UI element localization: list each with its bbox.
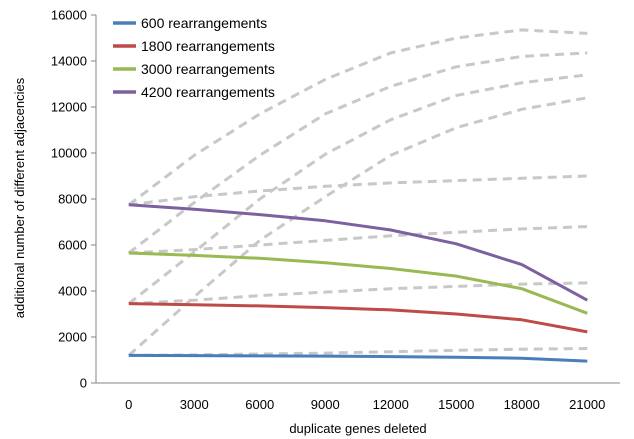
legend-label-1: 1800 rearrangements [141, 38, 275, 54]
y-tick-label: 8000 [58, 192, 87, 207]
legend-label-2: 3000 rearrangements [141, 61, 275, 77]
y-tick-label: 4000 [58, 284, 87, 299]
series-line-2 [128, 251, 588, 315]
x-tick-label: 21000 [569, 397, 605, 412]
dashed-line-7 [127, 73, 588, 305]
x-tick-label: 6000 [245, 397, 274, 412]
dashed-line-6 [128, 281, 588, 306]
y-tick-label: 0 [80, 376, 87, 391]
x-tick-label: 15000 [438, 397, 474, 412]
x-tick-labels: 0 3000 6000 9000 12000 15000 18000 21000 [125, 397, 605, 412]
series-line-0 [128, 353, 588, 363]
legend-label-0: 600 rearrangements [141, 15, 267, 31]
dashed-line-8 [128, 225, 588, 255]
y-tick-labels: 0 2000 4000 6000 8000 10000 12000 14000 16000 [51, 8, 96, 391]
dashed-line-10 [128, 174, 588, 207]
x-tick-label: 3000 [180, 397, 209, 412]
legend: 600 rearrangements 1800 rearrangements 300… [113, 15, 275, 100]
y-tick-label: 12000 [51, 100, 87, 115]
x-tick-label: 12000 [373, 397, 409, 412]
legend-label-3: 4200 rearrangements [141, 84, 275, 100]
series-line-1 [128, 302, 588, 334]
y-tick-label: 16000 [51, 8, 87, 23]
dashed-line-11 [127, 28, 588, 206]
x-axis-title: duplicate genes deleted [289, 421, 426, 436]
y-tick-label: 2000 [58, 330, 87, 345]
y-tick-label: 10000 [51, 146, 87, 161]
dashed-line-5 [127, 96, 588, 357]
y-tick-label: 6000 [58, 238, 87, 253]
series-line-3 [128, 203, 589, 302]
series-layer [127, 28, 589, 363]
y-tick-label: 14000 [51, 54, 87, 69]
y-axis-title: additional number of different adjacenci… [12, 77, 27, 318]
x-tick-label: 0 [125, 397, 132, 412]
x-tick-label: 9000 [311, 397, 340, 412]
x-tick-label: 18000 [504, 397, 540, 412]
